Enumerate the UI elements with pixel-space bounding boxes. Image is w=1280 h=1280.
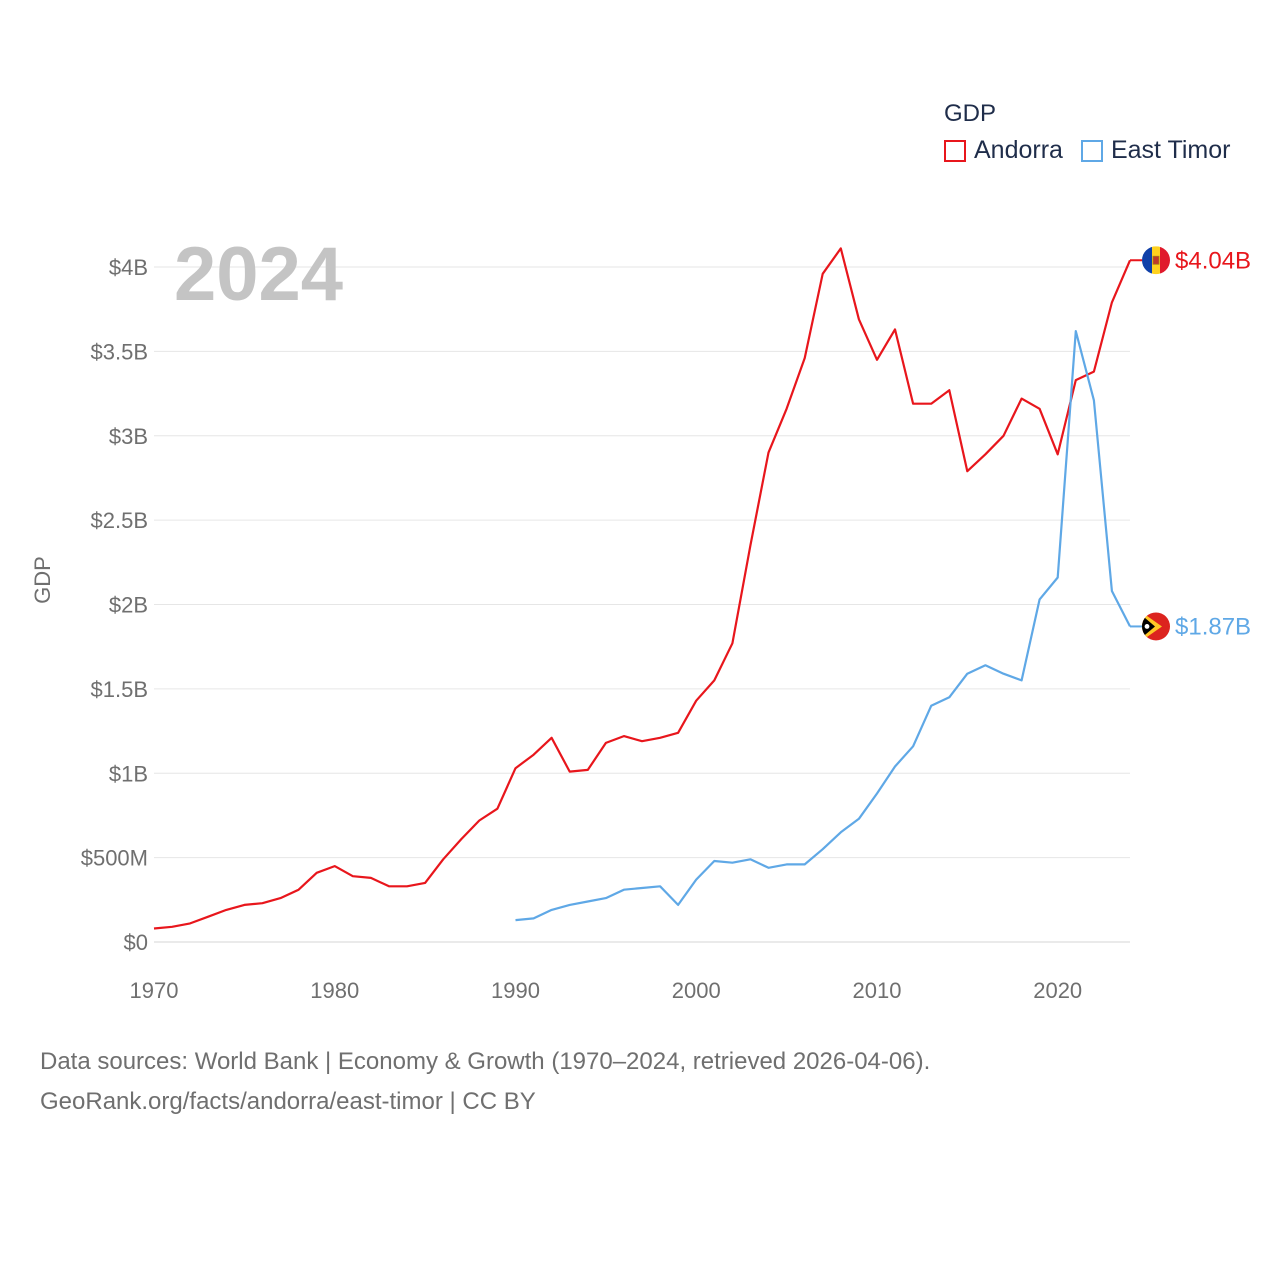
legend-item-east-timor[interactable]: East Timor [1080,136,1231,165]
x-tick-label: 1970 [130,978,179,1003]
gdp-line-chart: $0$500M$1B$1.5B$2B$2.5B$3B$3.5B$4B 1970 1… [30,232,1251,1003]
series-line-andorra [153,247,1132,930]
y-tick-label: $3.5B [91,339,149,364]
y-axis-ticks: $0 $500M $1B $1.5B $2B $2.5B $3B $3.5B $4B [81,255,148,955]
legend-label-east-timor: East Timor [1110,136,1231,164]
footer: Data sources: World Bank | Economy & Gro… [40,1042,930,1122]
x-tick-label: 1990 [491,978,540,1003]
legend-title: GDP [944,100,997,127]
footer-credit: GeoRank.org/facts/andorra/east-timor | C… [40,1088,536,1115]
legend-swatch-andorra [944,139,966,162]
x-tick-label: 2020 [1033,978,1082,1003]
grid-lines [154,266,1130,943]
legend-label-andorra: Andorra [974,136,1063,164]
footer-sources: Data sources: World Bank | Economy & Gro… [40,1048,931,1075]
legend-item-andorra[interactable]: Andorra [944,136,1063,165]
end-value-label-andorra: $4.04B [1175,247,1251,274]
y-tick-label: $2.5B [91,508,149,533]
y-axis-label: GDP [30,556,55,604]
y-tick-label: $500M [81,846,148,871]
year-watermark: 2024 [174,232,343,317]
series-lines [153,247,1132,930]
series-line-east-timor [515,330,1131,922]
andorra-flag-icon [1142,246,1170,275]
y-tick-label: $0 [124,930,148,955]
x-tick-label: 1980 [310,978,359,1003]
end-value-label-east-timor: $1.87B [1175,613,1251,640]
y-tick-label: $3B [109,424,148,449]
x-axis-ticks: 1970 1980 1990 2000 2010 2020 [130,978,1083,1003]
end-markers: $4.04B $1.87B [1130,246,1251,641]
legend-swatch-east-timor [1080,139,1103,162]
x-tick-label: 2000 [672,978,721,1003]
x-tick-label: 2010 [852,978,901,1003]
y-tick-label: $1.5B [91,677,149,702]
y-tick-label: $2B [109,593,148,618]
legend: GDP Andorra East Timor [944,100,1248,165]
y-tick-label: $4B [109,255,148,280]
y-tick-label: $1B [109,761,148,786]
east-timor-flag-icon [1142,612,1170,641]
